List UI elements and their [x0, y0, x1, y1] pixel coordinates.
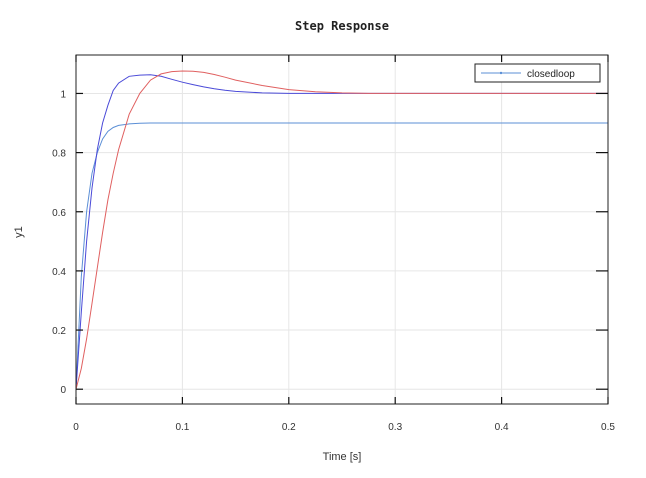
x-tick-label: 0.3	[388, 422, 402, 433]
legend-box	[474, 63, 601, 83]
series-line-2	[75, 74, 608, 390]
y-tick-label: 0.4	[52, 267, 66, 278]
x-tick-label: 0.5	[601, 422, 615, 433]
legend-marker-closedloop	[499, 71, 503, 75]
x-tick-label: 0.1	[175, 422, 189, 433]
y-tick-label: 1	[60, 89, 66, 100]
y-tick-label: 0.8	[52, 149, 66, 160]
y-tick-label: 0.2	[52, 326, 66, 337]
x-tick-label: 0.4	[495, 422, 509, 433]
y-tick-labels: 0 0.2 0.4 0.6 0.8 1	[52, 89, 66, 396]
legend-label-closedloop: closedloop	[527, 69, 575, 80]
x-tick-label: 0	[73, 422, 79, 433]
x-tick-label: 0.2	[282, 422, 296, 433]
y-axis-label: y1	[13, 226, 25, 238]
x-tick-labels: 0 0.1 0.2 0.3 0.4 0.5	[73, 422, 615, 433]
series-line-3	[75, 70, 608, 390]
series-lines	[75, 70, 608, 390]
legend: closedloop	[474, 63, 601, 83]
y-tick-label: 0.6	[52, 208, 66, 219]
y-tick-label: 0	[60, 385, 66, 396]
grid-lines	[75, 55, 609, 404]
axis-ticks	[75, 55, 609, 404]
plot-frame	[75, 54, 609, 405]
x-axis-label: Time [s]	[323, 451, 362, 463]
chart-title: Step Response	[295, 19, 389, 33]
series-line-1	[75, 122, 608, 390]
